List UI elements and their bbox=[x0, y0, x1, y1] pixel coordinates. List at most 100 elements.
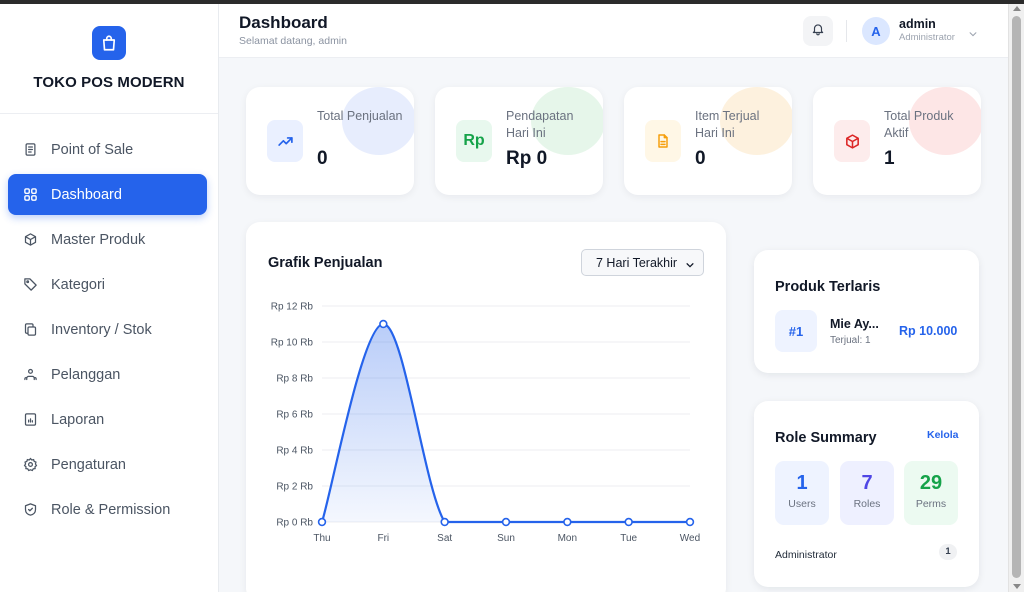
role-name: Administrator bbox=[775, 549, 837, 561]
sidebar-item-kategori[interactable]: Kategori bbox=[8, 264, 207, 305]
perms-label: Perms bbox=[915, 498, 947, 510]
shopping-bag-icon bbox=[92, 26, 126, 60]
sales-line-chart: Rp 0 Rb Rp 2 Rb Rp 4 Rb Rp 6 Rb Rp 8 Rb Rp 10… bbox=[271, 302, 700, 545]
cube-icon bbox=[834, 120, 870, 162]
y-tick-label: Rp 6 Rb bbox=[276, 410, 313, 421]
users-label: Users bbox=[788, 498, 816, 510]
document-icon bbox=[645, 120, 681, 162]
trending-up-icon bbox=[267, 120, 303, 162]
sidebar-item-inventory[interactable]: Inventory / Stok bbox=[8, 309, 207, 350]
roles-label: Roles bbox=[853, 498, 881, 510]
sidebar-item-label: Dashboard bbox=[51, 186, 122, 203]
x-tick-label: Sat bbox=[437, 533, 452, 544]
sidebar-item-label: Laporan bbox=[51, 411, 105, 428]
stat-label: Total Produk Aktif bbox=[884, 109, 954, 140]
data-point[interactable] bbox=[685, 517, 695, 527]
top-products-title: Produk Terlaris bbox=[775, 279, 881, 295]
sidebar-item-point-of-sale[interactable]: Point of Sale bbox=[8, 129, 207, 170]
data-point[interactable] bbox=[563, 517, 572, 527]
sidebar-item-pengaturan[interactable]: Pengaturan bbox=[8, 444, 207, 485]
bell-icon bbox=[811, 22, 825, 41]
stat-value: 0 bbox=[317, 148, 328, 169]
product-price: Rp 10.000 bbox=[899, 324, 958, 338]
roles-count: 7 bbox=[861, 472, 873, 494]
manage-roles-link[interactable]: Kelola bbox=[927, 429, 959, 441]
y-tick-label: Rp 0 Rb bbox=[276, 518, 313, 529]
report-icon bbox=[22, 412, 38, 428]
user-role: Administrator bbox=[899, 32, 955, 43]
brand: TOKO POS MODERN bbox=[0, 4, 218, 114]
sidebar-item-label: Inventory / Stok bbox=[51, 321, 152, 338]
y-tick-label: Rp 4 Rb bbox=[276, 446, 313, 457]
receipt-icon bbox=[22, 142, 38, 158]
stat-value: Rp 0 bbox=[506, 148, 548, 169]
x-tick-label: Wed bbox=[680, 533, 700, 544]
chevron-down-icon[interactable] bbox=[968, 26, 978, 44]
role-summary-card: Role Summary Kelola 1 Users 7 Roles 29 P… bbox=[754, 401, 979, 587]
y-tick-label: Rp 8 Rb bbox=[276, 374, 313, 385]
data-point[interactable] bbox=[317, 517, 327, 527]
scroll-down-arrow-icon[interactable] bbox=[1013, 584, 1021, 589]
sidebar-nav: Point of Sale Dashboard Master Produk Ka… bbox=[0, 114, 218, 530]
sidebar-item-dashboard[interactable]: Dashboard bbox=[8, 174, 207, 215]
stat-value: 1 bbox=[884, 148, 895, 169]
sidebar-item-label: Kategori bbox=[51, 276, 106, 293]
sidebar-item-label: Point of Sale bbox=[51, 141, 134, 158]
top-header: Dashboard Selamat datang, admin A admin … bbox=[219, 4, 1008, 58]
sales-chart-card: Grafik Penjualan 7 Hari Terakhir Rp 0 Rb… bbox=[246, 222, 726, 592]
rp-icon: Rp bbox=[456, 120, 492, 162]
scroll-thumb[interactable] bbox=[1012, 16, 1021, 578]
stat-value: 0 bbox=[695, 148, 706, 169]
stat-card-pendapatan: Rp Pendapatan Hari Ini Rp 0 bbox=[435, 87, 603, 195]
card-decoration bbox=[342, 87, 414, 155]
series-line bbox=[320, 322, 690, 524]
card-decoration bbox=[531, 87, 603, 155]
series-area bbox=[322, 324, 690, 522]
card-decoration bbox=[909, 87, 981, 155]
avatar[interactable]: A bbox=[862, 17, 890, 45]
card-decoration bbox=[720, 87, 792, 155]
sidebar-item-label: Role & Permission bbox=[51, 501, 171, 518]
sidebar-item-pelanggan[interactable]: Pelanggan bbox=[8, 354, 207, 395]
shield-icon bbox=[22, 502, 38, 518]
data-point[interactable] bbox=[379, 319, 388, 329]
users-count: 1 bbox=[796, 472, 808, 494]
period-select-value: 7 Hari Terakhir bbox=[596, 255, 678, 270]
user-name[interactable]: admin bbox=[899, 17, 936, 31]
vertical-scrollbar[interactable] bbox=[1008, 4, 1024, 592]
x-tick-label: Mon bbox=[558, 533, 577, 544]
top-products-card: Produk Terlaris #1 Mie Ay... Terjual: 1 … bbox=[754, 250, 979, 373]
y-tick-label: Rp 10 Rb bbox=[271, 338, 314, 349]
gear-icon bbox=[22, 457, 38, 473]
brand-name: TOKO POS MODERN bbox=[33, 74, 185, 91]
data-point[interactable] bbox=[624, 517, 633, 527]
sidebar-item-role-permission[interactable]: Role & Permission bbox=[8, 489, 207, 530]
product-sold-count: Terjual: 1 bbox=[830, 335, 871, 346]
copy-icon bbox=[22, 322, 38, 338]
period-select[interactable]: 7 Hari Terakhir bbox=[581, 249, 704, 276]
scroll-up-arrow-icon[interactable] bbox=[1013, 6, 1021, 11]
y-tick-label: Rp 12 Rb bbox=[271, 302, 314, 313]
x-tick-label: Fri bbox=[377, 533, 389, 544]
grid-icon bbox=[22, 187, 38, 203]
data-point[interactable] bbox=[440, 517, 449, 527]
stat-card-item-terjual: Item Terjual Hari Ini 0 bbox=[624, 87, 792, 195]
data-point[interactable] bbox=[501, 517, 511, 527]
x-tick-label: Sun bbox=[497, 533, 515, 544]
sidebar-item-master-produk[interactable]: Master Produk bbox=[8, 219, 207, 260]
sidebar-item-label: Pelanggan bbox=[51, 366, 121, 383]
app-window: TOKO POS MODERN Point of Sale Dashboard … bbox=[0, 4, 1008, 592]
tag-icon bbox=[22, 277, 38, 293]
stat-card-total-produk: Total Produk Aktif 1 bbox=[813, 87, 981, 195]
page-subtitle: Selamat datang, admin bbox=[239, 35, 347, 47]
y-tick-label: Rp 2 Rb bbox=[276, 482, 313, 493]
stat-label: Item Terjual Hari Ini bbox=[695, 109, 760, 140]
product-name: Mie Ay... bbox=[830, 317, 879, 331]
box-icon bbox=[22, 232, 38, 248]
users-count-box: 1 Users bbox=[775, 461, 829, 525]
sidebar: TOKO POS MODERN Point of Sale Dashboard … bbox=[0, 4, 219, 592]
chevron-down-icon bbox=[685, 259, 695, 273]
sidebar-item-laporan[interactable]: Laporan bbox=[8, 399, 207, 440]
sidebar-item-label: Pengaturan bbox=[51, 456, 126, 473]
notifications-button[interactable] bbox=[803, 16, 833, 46]
